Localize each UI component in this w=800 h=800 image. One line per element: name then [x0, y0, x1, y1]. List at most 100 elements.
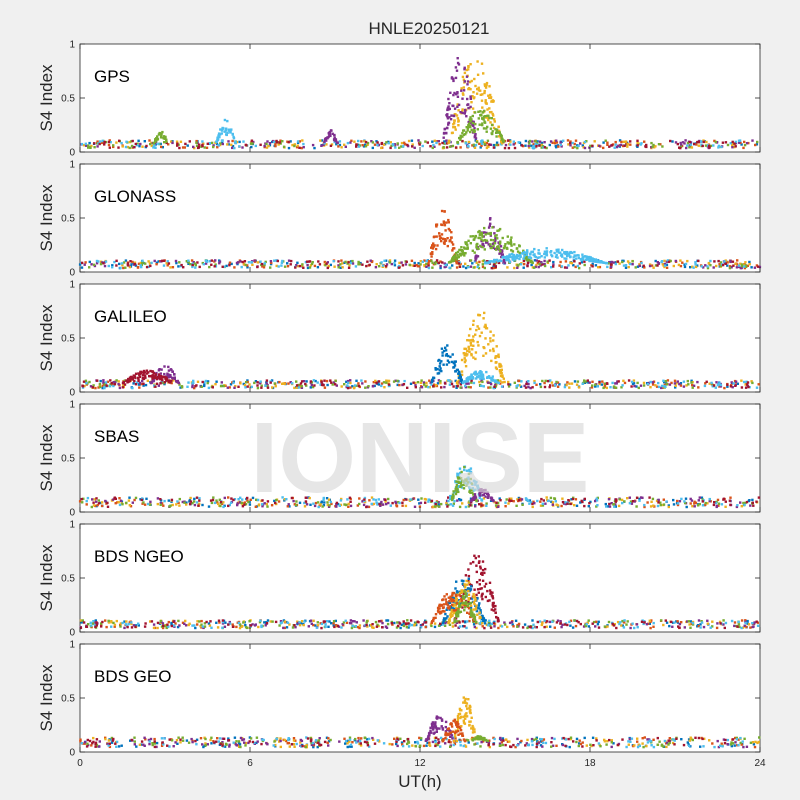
data-point	[702, 139, 705, 142]
data-point	[399, 626, 402, 630]
data-point	[468, 486, 471, 489]
data-point	[583, 140, 587, 144]
data-point	[694, 501, 698, 504]
data-point	[333, 625, 336, 629]
data-point	[595, 497, 598, 500]
data-point	[144, 376, 147, 379]
data-point	[543, 264, 547, 268]
data-point	[703, 384, 707, 388]
data-point	[471, 491, 474, 494]
data-point	[476, 606, 479, 610]
data-point	[475, 377, 478, 380]
data-point	[203, 146, 206, 149]
data-point	[238, 140, 241, 144]
data-point	[489, 143, 493, 146]
data-point	[143, 625, 147, 628]
data-point	[457, 485, 461, 488]
data-point	[694, 263, 697, 266]
data-point	[718, 263, 721, 266]
data-point	[200, 626, 203, 629]
data-point	[500, 625, 504, 628]
data-point	[481, 568, 485, 572]
data-point	[409, 619, 413, 622]
data-point	[208, 260, 211, 263]
data-point	[107, 621, 111, 624]
data-point	[488, 589, 492, 592]
data-point	[200, 623, 203, 626]
data-point	[459, 471, 462, 475]
data-point	[391, 623, 394, 626]
data-point	[462, 592, 465, 596]
data-point	[358, 502, 361, 506]
data-point	[587, 381, 590, 384]
data-point	[453, 364, 457, 367]
data-point	[474, 236, 477, 239]
data-point	[106, 380, 110, 383]
data-point	[458, 505, 462, 509]
data-point	[123, 620, 126, 623]
data-point	[475, 140, 479, 144]
data-point	[484, 327, 488, 330]
data-point	[281, 496, 284, 499]
data-point	[454, 604, 457, 607]
data-point	[537, 265, 540, 269]
data-points	[80, 57, 759, 150]
data-point	[459, 134, 462, 138]
data-point	[631, 622, 634, 625]
data-point	[719, 383, 723, 387]
data-point	[526, 258, 529, 261]
data-point	[622, 140, 625, 143]
data-point	[377, 498, 380, 501]
data-point	[449, 118, 453, 121]
data-point	[444, 612, 447, 616]
data-point	[346, 379, 350, 383]
data-point	[343, 383, 346, 386]
data-point	[606, 625, 609, 628]
data-point	[603, 625, 607, 628]
data-point	[445, 353, 448, 356]
data-point	[549, 251, 552, 254]
data-point	[481, 622, 484, 625]
data-point	[484, 86, 488, 89]
data-point	[484, 115, 487, 118]
data-point	[498, 131, 501, 134]
data-point	[577, 144, 580, 148]
data-point	[474, 495, 477, 498]
data-point	[504, 243, 507, 246]
data-point	[704, 382, 707, 385]
data-point	[743, 503, 746, 507]
data-point	[445, 501, 448, 505]
data-point	[289, 263, 292, 266]
data-point	[119, 623, 122, 627]
data-point	[392, 380, 396, 383]
data-point	[664, 380, 667, 383]
data-point	[499, 370, 503, 373]
data-point	[81, 619, 84, 622]
data-point	[177, 265, 180, 268]
data-point	[617, 504, 621, 508]
data-point	[451, 493, 455, 496]
data-point	[576, 146, 579, 150]
data-point	[492, 349, 495, 353]
data-point	[261, 505, 264, 508]
data-point	[186, 385, 189, 388]
data-point	[137, 372, 140, 375]
data-point	[535, 626, 538, 629]
data-point	[717, 144, 721, 148]
data-point	[476, 255, 480, 258]
data-point	[124, 145, 128, 149]
data-point	[480, 140, 483, 144]
data-point	[192, 381, 195, 384]
data-point	[492, 609, 495, 612]
data-point	[425, 262, 428, 266]
data-point	[483, 585, 486, 588]
data-point	[228, 262, 231, 266]
data-point	[126, 380, 129, 383]
data-point	[481, 235, 484, 238]
data-point	[162, 264, 166, 267]
data-point	[679, 145, 683, 148]
data-point	[543, 252, 546, 256]
data-point	[260, 384, 263, 387]
data-point	[443, 240, 446, 243]
data-point	[480, 231, 483, 235]
